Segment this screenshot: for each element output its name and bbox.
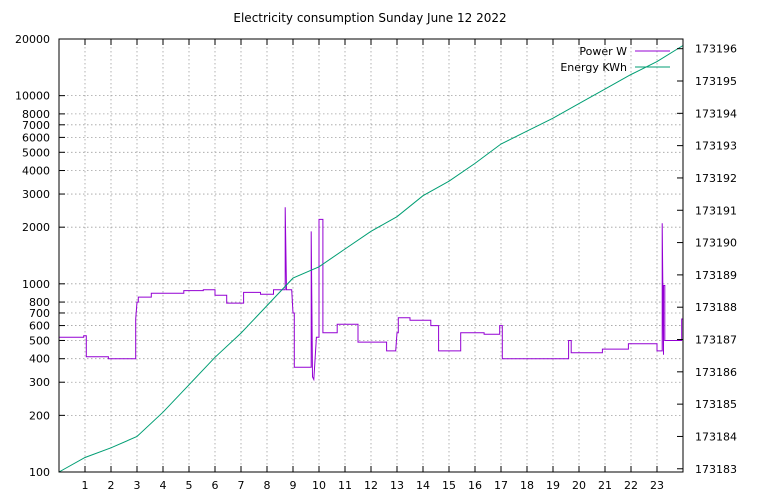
x-tick-label: 16 (468, 479, 482, 492)
series-lines (58, 45, 684, 473)
x-tick-label: 3 (134, 479, 141, 492)
y-tick-label: 7000 (22, 119, 50, 132)
x-tick-label: 8 (264, 479, 271, 492)
x-tick-label: 13 (390, 479, 404, 492)
y2-tick-label: 173188 (695, 301, 737, 314)
x-tick-label: 22 (624, 479, 638, 492)
x-tick-label: 5 (186, 479, 193, 492)
x-tick-label: 9 (290, 479, 297, 492)
y-tick-label: 2000 (22, 221, 50, 234)
legend: Power W Energy KWh (560, 45, 670, 74)
x-tick-label: 7 (238, 479, 245, 492)
y-tick-label: 100 (29, 466, 50, 479)
y-tick-label: 500 (29, 334, 50, 347)
y2-tick-label: 173183 (695, 463, 737, 476)
x-tick-label: 10 (312, 479, 326, 492)
y2-tick-label: 173187 (695, 334, 737, 347)
y2-tick-label: 173186 (695, 366, 737, 379)
x-tick-label: 15 (442, 479, 456, 492)
y2-tick-label: 173194 (695, 107, 737, 120)
y-tick-label: 3000 (22, 188, 50, 201)
y-tick-label: 400 (29, 353, 50, 366)
y2-tick-label: 173189 (695, 269, 737, 282)
x-tick-label: 6 (212, 479, 219, 492)
y-tick-label: 700 (29, 307, 50, 320)
y2-tick-label: 173185 (695, 398, 737, 411)
power-series-line (59, 207, 683, 382)
x-tick-label: 4 (160, 479, 167, 492)
x-axis: 1 2 3 4 5 6 7 8 9 10 11 12 13 14 15 16 17 18 19 20 21 22 23 (82, 39, 664, 492)
y-axis-right: 173183 173184 173185 173186 173187 173188 1731… (677, 43, 737, 476)
y-tick-label: 6000 (22, 131, 50, 144)
y-tick-label: 600 (29, 320, 50, 333)
x-tick-label: 1 (82, 479, 89, 492)
legend-label: Power W (579, 45, 627, 58)
y-tick-label: 200 (29, 409, 50, 422)
y-tick-label: 10000 (15, 90, 50, 103)
x-tick-label: 11 (338, 479, 352, 492)
x-tick-label: 19 (546, 479, 560, 492)
y2-tick-label: 173193 (695, 140, 737, 153)
x-tick-label: 20 (572, 479, 586, 492)
x-tick-label: 2 (108, 479, 115, 492)
y-tick-label: 8000 (22, 108, 50, 121)
y-tick-label: 1000 (22, 278, 50, 291)
x-tick-label: 23 (650, 479, 664, 492)
x-tick-label: 14 (416, 479, 430, 492)
x-tick-label: 18 (520, 479, 534, 492)
y-tick-label: 4000 (22, 165, 50, 178)
y-tick-label: 20000 (15, 33, 50, 46)
chart-title: Electricity consumption Sunday June 12 2… (233, 11, 506, 25)
energy-series-line (58, 45, 684, 473)
y2-tick-label: 173191 (695, 204, 737, 217)
y2-tick-label: 173190 (695, 237, 737, 250)
x-tick-label: 12 (364, 479, 378, 492)
y2-tick-label: 173184 (695, 430, 737, 443)
x-tick-label: 21 (598, 479, 612, 492)
grid-lines (59, 39, 683, 472)
y-tick-label: 300 (29, 376, 50, 389)
y2-tick-label: 173196 (695, 43, 737, 56)
y-tick-label: 5000 (22, 146, 50, 159)
x-tick-label: 17 (494, 479, 508, 492)
y-tick-label: 800 (29, 296, 50, 309)
y2-tick-label: 173195 (695, 75, 737, 88)
y2-tick-label: 173192 (695, 172, 737, 185)
legend-label: Energy KWh (560, 61, 627, 74)
